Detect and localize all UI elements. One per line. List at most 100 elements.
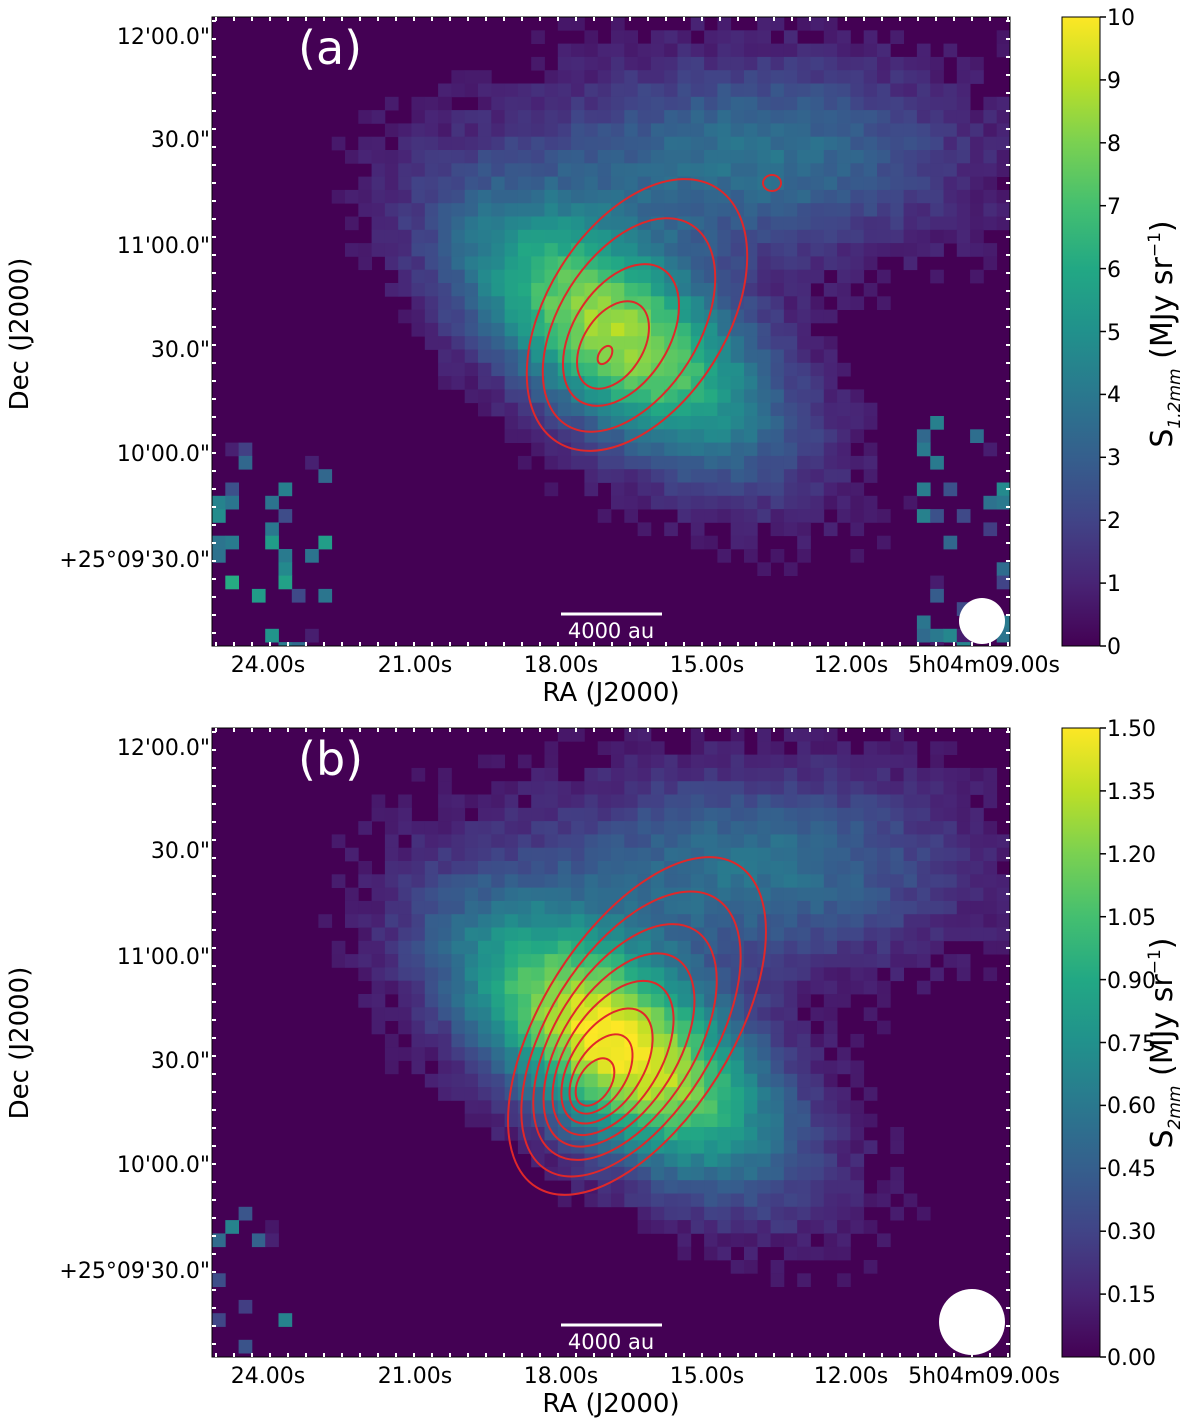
heatmap-cell [611, 322, 625, 337]
heatmap-cell [996, 110, 1010, 124]
heatmap-cell [783, 362, 798, 377]
heatmap-cell [943, 794, 958, 809]
heatmap-cell [916, 56, 931, 71]
heatmap-cell [650, 900, 665, 915]
heatmap-cell [797, 43, 811, 58]
heatmap-cell [544, 269, 559, 284]
heatmap-cell [438, 189, 452, 204]
heatmap-cell [837, 847, 851, 862]
heatmap-cell [717, 176, 732, 191]
heatmap-cell [823, 1220, 838, 1234]
heatmap-cell [810, 110, 825, 124]
heatmap-cell [650, 429, 665, 443]
heatmap-cell [877, 535, 891, 550]
heatmap-cell [783, 562, 798, 576]
heatmap-cell [451, 123, 466, 138]
heatmap-cell [384, 967, 399, 982]
heatmap-cell [690, 469, 705, 483]
heatmap-cell [411, 967, 426, 982]
heatmap-cell [491, 243, 505, 257]
heatmap-cell [597, 834, 612, 849]
heatmap-cell [704, 189, 718, 204]
heatmap-cell [823, 767, 838, 782]
heatmap-cell [597, 1073, 612, 1088]
heatmap-cell [757, 794, 771, 809]
heatmap-cell [823, 455, 838, 470]
heatmap-cell [611, 741, 625, 755]
heatmap-cell [757, 163, 771, 177]
heatmap-cell [411, 296, 426, 310]
heatmap-cell [810, 1113, 825, 1128]
heatmap-cell [531, 821, 545, 835]
heatmap-cell [837, 1246, 851, 1261]
heatmap-cell [664, 229, 678, 244]
heatmap-cell [943, 847, 958, 862]
heatmap-cell [371, 887, 386, 902]
heatmap-cell [797, 834, 811, 849]
heatmap-cell [717, 163, 732, 177]
heatmap-cell [730, 914, 745, 928]
heatmap-cell [478, 914, 492, 928]
heatmap-cell [571, 283, 585, 297]
heatmap-cell [823, 309, 838, 324]
heatmap-cell [757, 1127, 771, 1141]
heatmap-cell [730, 535, 745, 550]
heatmap-cell [571, 256, 585, 271]
heatmap-cell [837, 429, 851, 443]
heatmap-cell [451, 362, 466, 377]
heatmap-cell [956, 900, 971, 915]
heatmap-cell [650, 1193, 665, 1208]
heatmap-cell [690, 322, 705, 337]
heatmap-cell [557, 163, 572, 177]
heatmap-cell [478, 861, 492, 875]
heatmap-cell [611, 455, 625, 470]
heatmap-cell [783, 322, 798, 337]
heatmap-cell [956, 203, 971, 217]
heatmap-cell [491, 362, 505, 377]
heatmap-cell [783, 229, 798, 244]
heatmap-cell [810, 781, 825, 795]
heatmap-cell [571, 940, 585, 955]
heatmap-cell [424, 967, 439, 982]
heatmap-cell [770, 70, 785, 84]
heatmap-cell [611, 821, 625, 835]
heatmap-cell [531, 927, 545, 942]
heatmap-cell [637, 754, 652, 769]
heatmap-cell [757, 429, 771, 443]
heatmap-cell [704, 416, 718, 430]
heatmap-cell [664, 794, 678, 809]
heatmap-cell [930, 900, 944, 915]
heatmap-cell [797, 70, 811, 84]
heatmap-cell [424, 900, 439, 915]
heatmap-cell [677, 834, 692, 849]
heatmap-cell [504, 309, 519, 324]
heatmap-cell [930, 70, 944, 84]
heatmap-cell [557, 296, 572, 310]
heatmap-cell [744, 754, 758, 769]
heatmap-cell [783, 455, 798, 470]
heatmap-cell [451, 914, 466, 928]
heatmap-cell [810, 96, 825, 111]
heatmap-cell [504, 847, 519, 862]
heatmap-cell [438, 1020, 452, 1035]
heatmap-cell [757, 1033, 771, 1048]
heatmap-cell [597, 136, 612, 151]
heatmap-cell [890, 767, 904, 782]
heatmap-cell [956, 887, 971, 902]
heatmap-cell [504, 914, 519, 928]
heatmap-cell [491, 176, 505, 191]
heatmap-cell [478, 216, 492, 231]
heatmap-cell [584, 794, 599, 809]
heatmap-cell [757, 834, 771, 849]
heatmap-cell [345, 900, 359, 915]
heatmap-cell [730, 376, 745, 390]
heatmap-cell [810, 269, 825, 284]
heatmap-cell [278, 549, 293, 563]
heatmap-cell [930, 189, 944, 204]
heatmap-cell [930, 754, 944, 769]
heatmap-cell [650, 336, 665, 350]
heatmap-cell [943, 954, 958, 968]
heatmap-cell [398, 216, 412, 231]
heatmap-cell [744, 1033, 758, 1048]
heatmap-cell [690, 110, 705, 124]
